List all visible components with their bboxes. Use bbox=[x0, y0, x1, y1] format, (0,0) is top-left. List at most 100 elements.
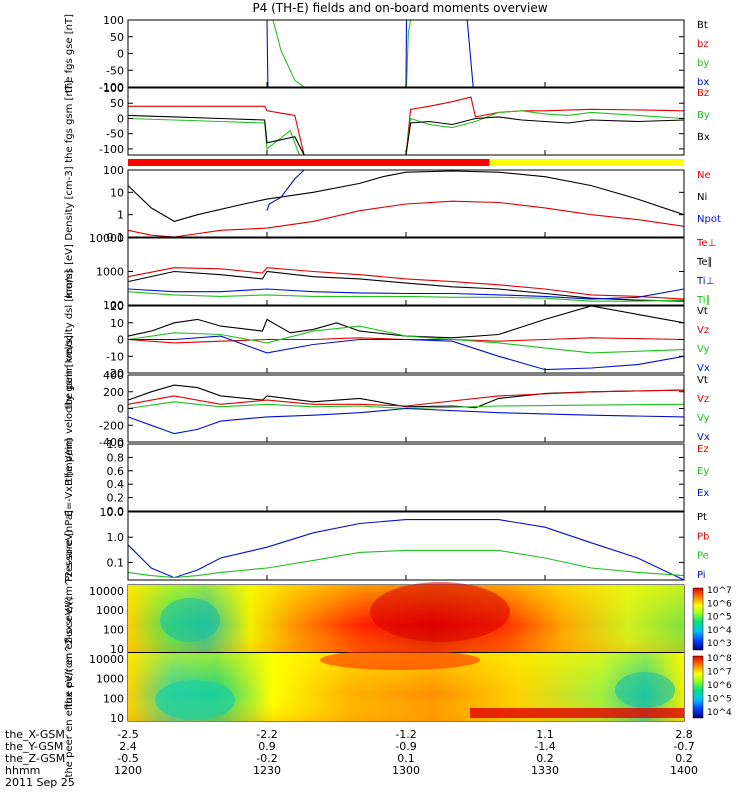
x-axis-value: 1.1 bbox=[536, 728, 554, 741]
series-Npot bbox=[266, 169, 305, 211]
series-Bz bbox=[128, 105, 305, 156]
y-tick-label: 0.1 bbox=[107, 556, 125, 569]
date-label: 2011 Sep 25 bbox=[5, 776, 75, 789]
y-tick-label: 0 bbox=[117, 48, 124, 61]
colorbar-tick-label: 10^4 bbox=[707, 708, 732, 718]
x-axis-value: 2.8 bbox=[675, 728, 693, 741]
x-axis-value: -0.2 bbox=[256, 752, 277, 765]
x-axis-value: 0.1 bbox=[397, 752, 415, 765]
panel-fgs-gse: 100 50 0 -50 -100 the fgs gse [nT] Bt bz by bx bbox=[64, 14, 709, 94]
x-axis-value: -1.2 bbox=[395, 728, 416, 741]
legend-Bt: Bt bbox=[697, 20, 708, 31]
series-Vt bbox=[127, 384, 685, 409]
series-By bbox=[405, 110, 685, 156]
x-axis-value: 1400 bbox=[670, 764, 698, 777]
colorbar-tick-label: 10^6 bbox=[707, 681, 732, 691]
x-axis-row-label: hhmm bbox=[5, 764, 40, 777]
colorbar-tick-label: 10^6 bbox=[707, 599, 732, 609]
y-tick-label: 10 bbox=[110, 643, 124, 656]
legend-Ti∥: Ti∥ bbox=[696, 295, 711, 306]
y-tick-label: -100 bbox=[99, 81, 124, 94]
y-tick-label: 50 bbox=[110, 31, 124, 44]
y-axis-label: the peim velocity gsm [km/s] bbox=[64, 335, 75, 482]
x-axis-value: 0.9 bbox=[258, 740, 276, 753]
y-tick-label: -50 bbox=[106, 64, 124, 77]
legend-bx: bx bbox=[697, 77, 709, 88]
y-tick-label: 50 bbox=[110, 97, 124, 110]
series-Vt bbox=[127, 305, 685, 339]
x-axis-value: -0.5 bbox=[117, 752, 138, 765]
series-by bbox=[405, 19, 412, 88]
series-Ti∥ bbox=[127, 291, 685, 302]
series-Bx bbox=[405, 116, 685, 156]
ion-colorbar bbox=[692, 587, 704, 651]
y-tick-label: 1000 bbox=[96, 266, 124, 279]
y-axis-label: the peim velocity dsl [km/s] bbox=[64, 270, 75, 410]
panel-fgs-gsm: 100 50 0 -50 -100 the fgs gsm [nT] Bz By Bx bbox=[64, 80, 710, 163]
series-Vz bbox=[127, 389, 685, 407]
legend-Ex: Ex bbox=[697, 488, 709, 499]
series-bx bbox=[266, 19, 269, 88]
electron-spectrogram-image bbox=[128, 650, 684, 721]
series-Te∥ bbox=[127, 270, 685, 302]
series-Ni bbox=[127, 170, 685, 222]
x-axis-value: -0.9 bbox=[395, 740, 416, 753]
legend-Bz: Bz bbox=[697, 88, 709, 99]
legend-by: by bbox=[697, 58, 709, 69]
y-tick-label: 1 bbox=[117, 209, 124, 222]
y-tick-label: 1.0 bbox=[107, 531, 125, 544]
legend-Vz: Vz bbox=[697, 325, 709, 336]
y-tick-label: 0 bbox=[117, 403, 124, 416]
legend-Vx: Vx bbox=[697, 363, 710, 374]
colorbar-tick-label: 10^3 bbox=[707, 639, 732, 649]
electron-colorbar bbox=[692, 655, 704, 719]
legend-Vt: Vt bbox=[697, 306, 708, 317]
legend-Bx: Bx bbox=[697, 132, 710, 143]
y-tick-label: 100 bbox=[103, 299, 124, 312]
series-Te⊥ bbox=[127, 267, 685, 300]
ion-spectrogram-image bbox=[128, 582, 684, 652]
y-axis-label: Density [cm-3] bbox=[64, 166, 75, 240]
panel-pressure: 10.0 1.0 0.1 Pressure [nPa] Pt Pb Pe Pi bbox=[64, 506, 709, 582]
y-tick-label: 0.6 bbox=[107, 465, 125, 478]
legend-Te⊥: Te⊥ bbox=[696, 238, 716, 249]
colorbar-tick-label: 10^4 bbox=[707, 626, 732, 636]
series-Ti⊥ bbox=[127, 288, 685, 300]
y-tick-label: 20 bbox=[110, 300, 124, 313]
y-tick-label: 10 bbox=[110, 317, 124, 330]
y-tick-label: 10 bbox=[110, 186, 124, 199]
y-tick-label: -10 bbox=[106, 350, 124, 363]
x-axis-value: -1.4 bbox=[534, 740, 555, 753]
orbit-status-bar bbox=[128, 159, 684, 166]
y-tick-label: 10000 bbox=[89, 653, 124, 666]
legend-Ez: Ez bbox=[697, 444, 709, 455]
colorbar-tick-label: 10^7 bbox=[707, 586, 732, 596]
y-tick-label: -400 bbox=[99, 436, 124, 449]
orbit-segment bbox=[128, 159, 490, 166]
y-tick-label: 100 bbox=[103, 82, 124, 95]
y-tick-label: 0.2 bbox=[107, 492, 125, 505]
series-Bx bbox=[127, 114, 305, 156]
colorbar-tick-label: 10^8 bbox=[707, 654, 732, 664]
y-axis-label: the fgs gsm [nT] bbox=[64, 80, 75, 163]
y-tick-label: -50 bbox=[106, 128, 124, 141]
x-axis-value: 1230 bbox=[253, 764, 281, 777]
y-axis-label: moms [eV] bbox=[64, 244, 75, 299]
y-tick-label: 100 bbox=[103, 164, 124, 177]
y-tick-label: 10000 bbox=[89, 585, 124, 598]
panel-density: 100 10 1 0.1 Density [cm-3] Ne Ni Npot bbox=[64, 164, 721, 244]
legend-bz: bz bbox=[697, 39, 709, 50]
series-Ne bbox=[127, 200, 685, 238]
x-axis-value: 1300 bbox=[392, 764, 420, 777]
series-By bbox=[127, 117, 300, 156]
x-axis-value: 1200 bbox=[114, 764, 142, 777]
series-Vy bbox=[127, 401, 685, 410]
series-by bbox=[272, 19, 311, 88]
y-axis-label: E=-VxB [mV/m] bbox=[64, 438, 75, 516]
legend-Vt: Vt bbox=[697, 375, 708, 386]
y-tick-label: 0 bbox=[117, 334, 124, 347]
y-tick-label: 100 bbox=[103, 692, 124, 705]
panel-efield: 1.00.80.60.40.20.0 E=-VxB [mV/m] Ez Ey Ex bbox=[64, 438, 709, 518]
